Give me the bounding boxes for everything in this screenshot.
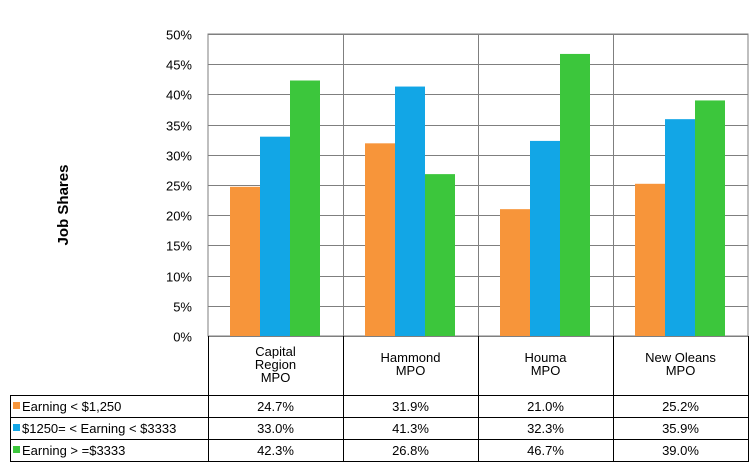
bar: [260, 136, 290, 336]
table-cell-value: 31.9%: [392, 399, 429, 414]
bar: [530, 140, 560, 336]
legend-label: Earning < $1,250: [22, 399, 121, 414]
category-label: MPO: [396, 363, 426, 378]
table-cell-value: 21.0%: [527, 399, 564, 414]
table-cell-value: 41.3%: [392, 421, 429, 436]
y-tick-label: 5%: [173, 300, 192, 315]
y-tick-label: 30%: [166, 149, 192, 164]
y-tick-label: 45%: [166, 58, 192, 73]
category-label: MPO: [261, 370, 291, 385]
table-cell-value: 33.0%: [257, 421, 294, 436]
category-label: Hammond: [381, 350, 441, 365]
y-tick-label: 20%: [166, 209, 192, 224]
category-label: MPO: [531, 363, 561, 378]
bar: [365, 143, 395, 336]
bar: [230, 186, 260, 336]
y-tick-label: 40%: [166, 88, 192, 103]
y-tick-label: 35%: [166, 119, 192, 134]
category-label: Region: [255, 357, 296, 372]
y-tick-label: 50%: [166, 28, 192, 43]
legend-key: [13, 446, 20, 453]
legend-key: [13, 424, 20, 431]
table-cell-value: 39.0%: [662, 443, 699, 458]
bar: [635, 183, 665, 336]
y-axis-ticks: 0% 5% 10% 15% 20% 25% 30% 35% 40% 45% 50%: [166, 28, 192, 345]
bar: [695, 100, 725, 336]
bars: [230, 53, 725, 337]
y-axis-label: Job Shares: [55, 165, 72, 246]
table-cell-value: 35.9%: [662, 421, 699, 436]
bar: [665, 119, 695, 336]
category-label: New Oleans: [645, 350, 716, 365]
bar: [290, 80, 320, 337]
table-cell-value: 46.7%: [527, 443, 564, 458]
legend-key: [13, 402, 20, 409]
category-label: Capital: [255, 344, 296, 359]
y-tick-label: 10%: [166, 270, 192, 285]
legend-label: Earning > =$3333: [22, 443, 125, 458]
table-cell-value: 25.2%: [662, 399, 699, 414]
y-tick-label: 25%: [166, 179, 192, 194]
bar: [500, 209, 530, 336]
bar: [425, 174, 455, 336]
y-tick-label: 15%: [166, 239, 192, 254]
category-label: MPO: [666, 363, 696, 378]
table-cell-value: 26.8%: [392, 443, 429, 458]
table-cell-value: 24.7%: [257, 399, 294, 414]
y-tick-label: 0%: [173, 330, 192, 345]
table-cell-value: 32.3%: [527, 421, 564, 436]
table-cell-value: 42.3%: [257, 443, 294, 458]
category-label: Houma: [525, 350, 568, 365]
bar: [395, 86, 425, 336]
legend-label: $1250= < Earning < $3333: [22, 421, 176, 436]
bar: [560, 53, 590, 336]
